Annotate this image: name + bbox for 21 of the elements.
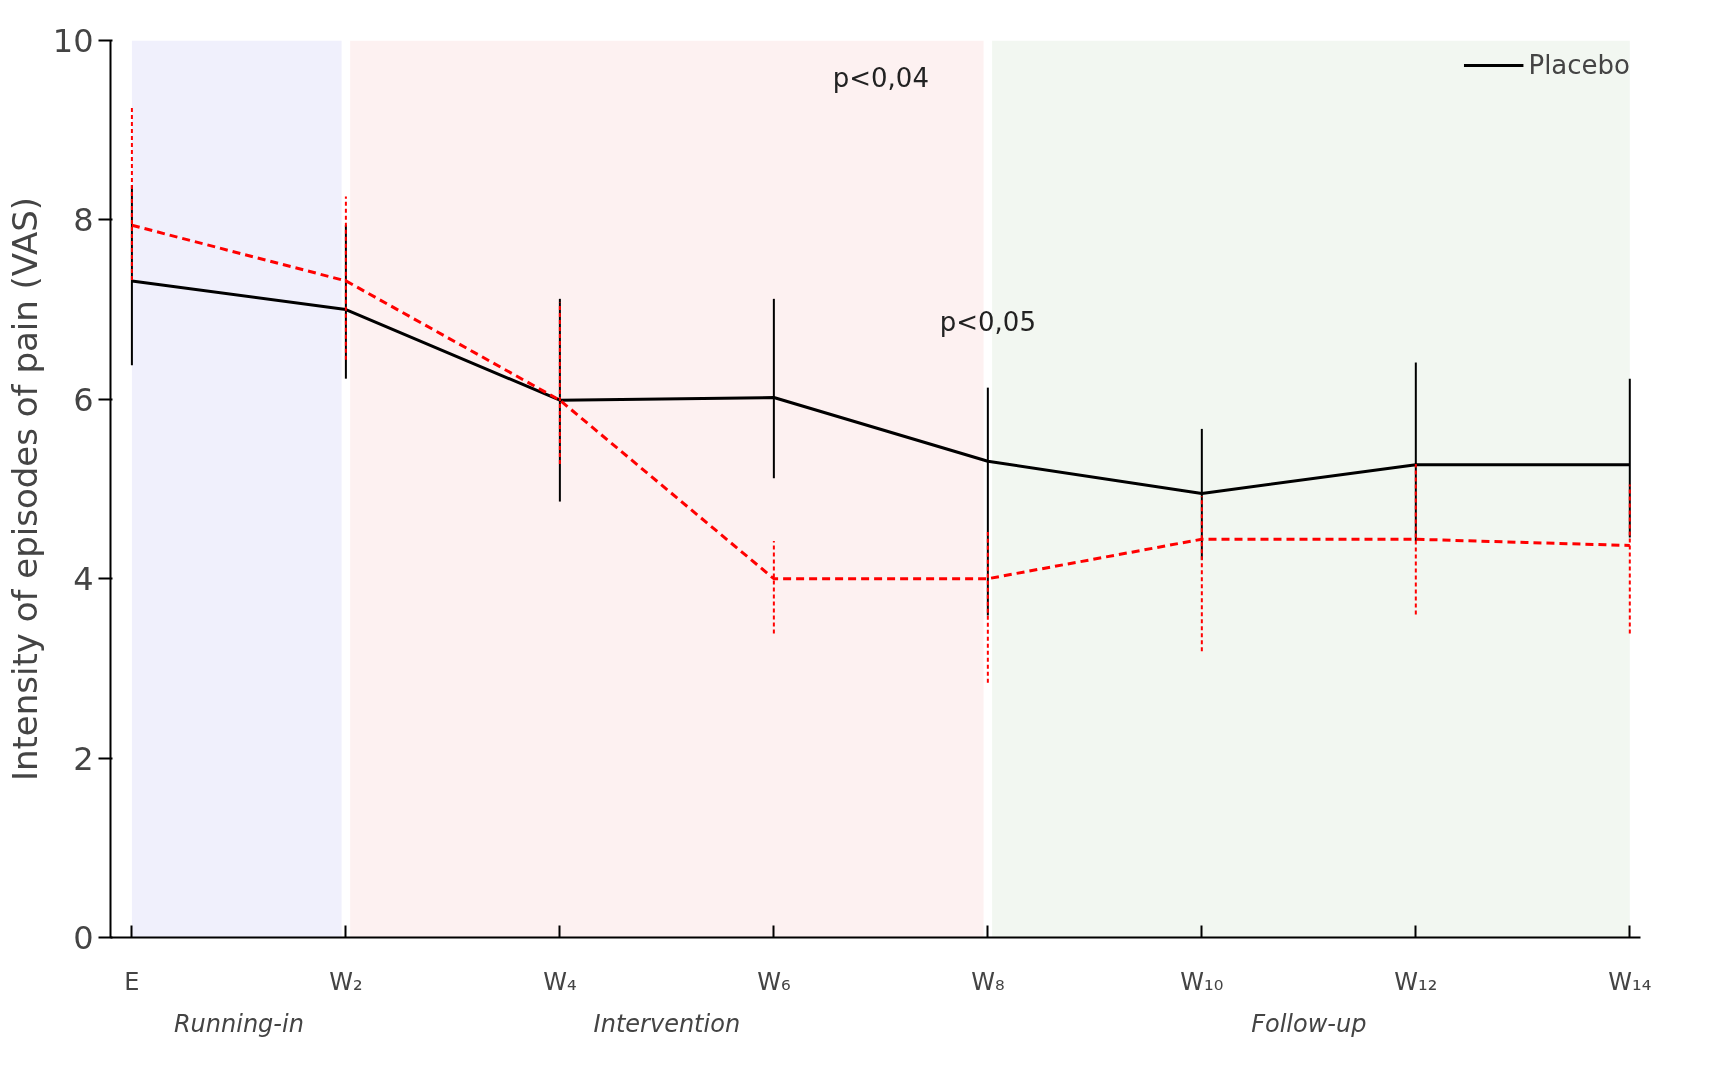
- x-tick-label: W₁₄: [1608, 967, 1652, 996]
- x-tick-label: W₁₀: [1180, 967, 1224, 996]
- y-tick-label: 2: [73, 739, 94, 778]
- x-tick-label: W₄: [543, 967, 577, 996]
- annotation: p<0,04: [832, 62, 929, 93]
- y-tick-label: 4: [73, 560, 94, 599]
- legend-label: Placebo: [1528, 50, 1630, 80]
- y-tick-label: 6: [73, 380, 94, 419]
- x-tick-label: E: [124, 967, 140, 996]
- band-label: Intervention: [593, 1009, 741, 1038]
- x-tick-label: W₂: [329, 967, 363, 996]
- x-tick-label: W₁₂: [1394, 967, 1438, 996]
- annotation: p<0,05: [939, 307, 1036, 338]
- y-tick-label: 8: [73, 201, 94, 240]
- y-tick-label: 0: [73, 919, 94, 957]
- y-tick-label: 10: [52, 22, 94, 60]
- x-tick-label: W₈: [971, 967, 1005, 996]
- band-label: Follow-up: [1251, 1009, 1367, 1038]
- y-axis-title: Intensity of episodes of pain (VAS): [4, 196, 45, 782]
- band-label: Running-in: [173, 1009, 304, 1038]
- x-tick-label: W₆: [757, 967, 791, 996]
